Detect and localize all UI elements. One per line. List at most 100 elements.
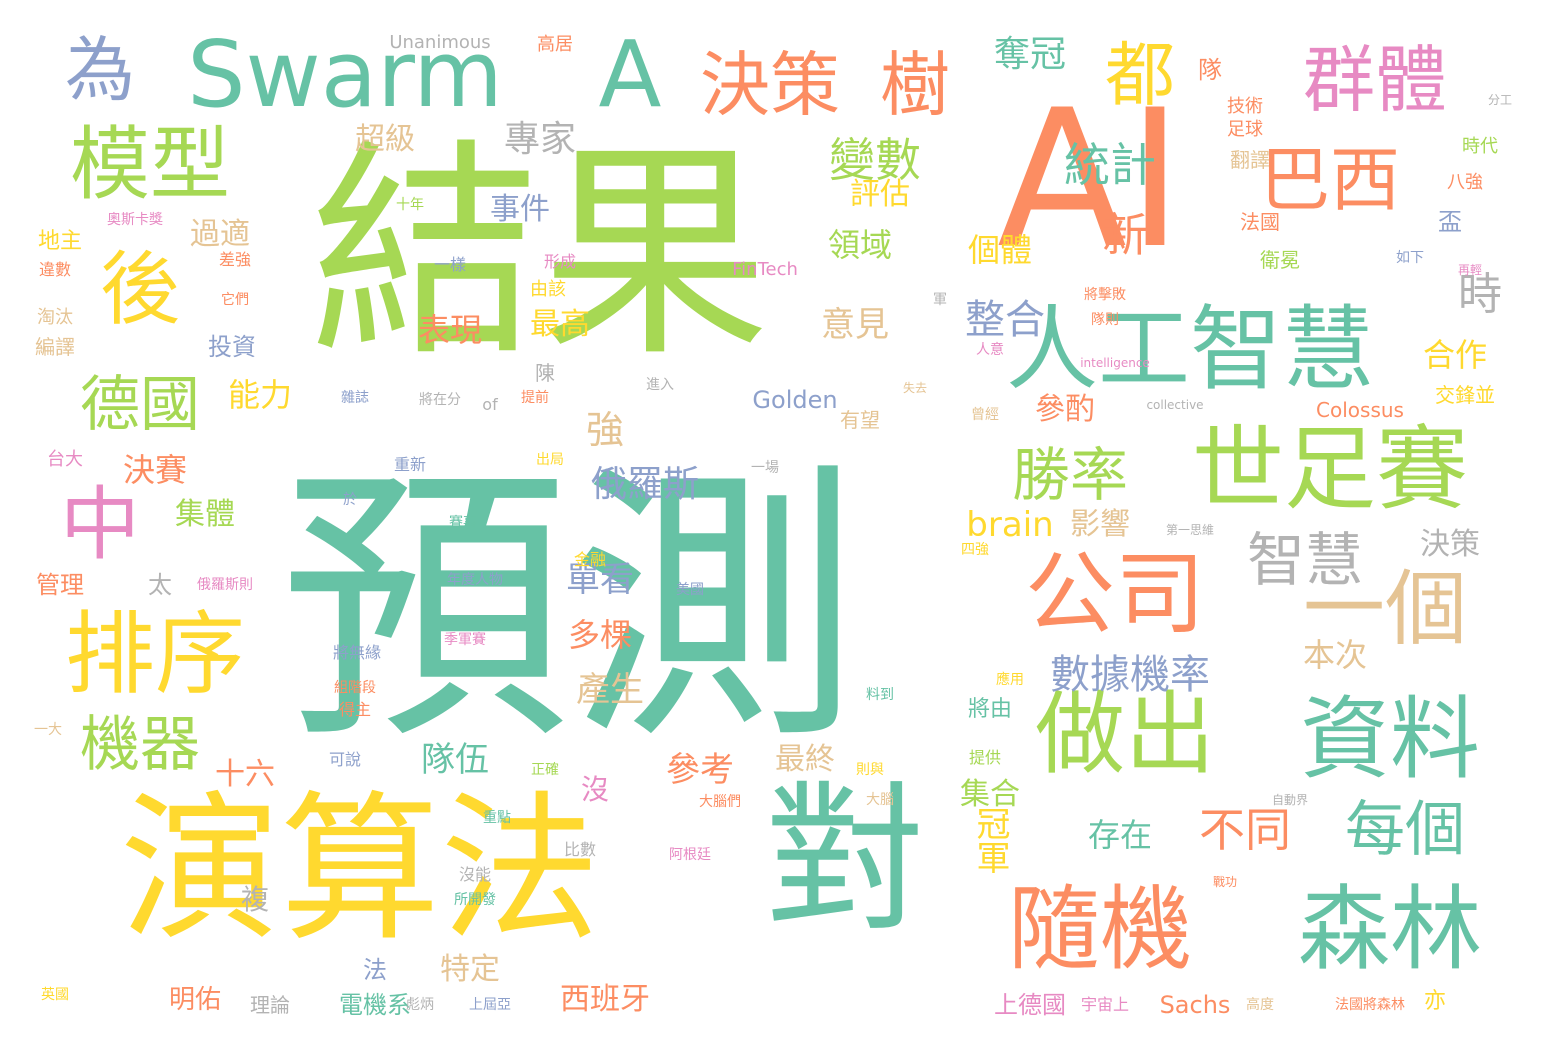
cloud-word: 特定 <box>440 952 500 987</box>
cloud-word: of <box>482 395 498 414</box>
cloud-word: 決策 <box>1420 527 1480 562</box>
cloud-word: 森林 <box>1297 876 1483 983</box>
cloud-word: 法 <box>363 956 387 984</box>
cloud-word: 變數 <box>829 133 921 187</box>
cloud-word: 技術 <box>1227 96 1263 117</box>
cloud-word: 高居 <box>537 34 573 55</box>
cloud-word: 賽事 <box>449 515 477 531</box>
cloud-word: 公司 <box>1025 542 1205 647</box>
cloud-word: collective <box>1146 398 1204 412</box>
cloud-word: 將在分 <box>419 392 461 408</box>
cloud-word: 將由 <box>967 697 1013 722</box>
cloud-word: 合作 <box>1422 336 1488 374</box>
cloud-word: 隊則 <box>1091 312 1119 328</box>
cloud-word: 足球 <box>1227 119 1263 140</box>
cloud-word: 勝率 <box>1011 441 1129 509</box>
cloud-word: 大腦 <box>866 792 894 808</box>
cloud-word: 統計 <box>1064 138 1156 192</box>
cloud-word: 它們 <box>221 292 249 308</box>
cloud-word: Unanimous <box>389 32 491 53</box>
cloud-word: 提前 <box>521 390 549 406</box>
cloud-word: 如下 <box>1396 250 1424 266</box>
cloud-word: 隊 <box>1198 56 1222 84</box>
cloud-word: 十六 <box>215 757 275 792</box>
cloud-word: brain <box>966 505 1054 545</box>
cloud-word: 有望 <box>840 408 880 432</box>
cloud-word: 最終 <box>775 742 835 777</box>
cloud-word: 複 <box>240 883 270 916</box>
cloud-word: 人意 <box>976 342 1004 358</box>
cloud-word: 英國 <box>41 987 69 1003</box>
cloud-word: 正確 <box>531 762 559 778</box>
cloud-word: 明佑 <box>168 985 222 1015</box>
cloud-word: Golden <box>752 386 838 414</box>
cloud-word: 本次 <box>1302 636 1368 674</box>
cloud-word: 智慧 <box>1246 526 1364 594</box>
cloud-word: 地主 <box>37 229 83 254</box>
cloud-word: 盃 <box>1438 208 1462 236</box>
cloud-word: 一樣 <box>433 255 467 274</box>
cloud-word: 曾經 <box>971 407 999 423</box>
cloud-word: AI <box>996 69 1184 290</box>
cloud-word: 第一思維 <box>1165 523 1215 537</box>
cloud-word: 巴西 <box>1260 139 1400 221</box>
cloud-word: 電機系 <box>339 991 411 1019</box>
cloud-word: 德國 <box>80 370 200 440</box>
cloud-word: 決賽 <box>122 451 188 489</box>
cloud-word: 俄羅斯 <box>590 464 700 505</box>
cloud-word: 世足賽 <box>1191 416 1469 523</box>
cloud-word: 大腦們 <box>699 794 741 810</box>
cloud-word: 違數 <box>38 260 72 279</box>
cloud-word: 沒 <box>580 773 610 806</box>
cloud-word: 單看 <box>566 560 634 600</box>
cloud-word: 個體 <box>967 231 1033 269</box>
cloud-word: 影響 <box>1070 507 1130 542</box>
cloud-word: 形成 <box>543 252 577 271</box>
cloud-word: 料到 <box>866 687 894 703</box>
cloud-word: 上屆亞 <box>469 997 511 1013</box>
cloud-word: 軍 <box>933 292 947 308</box>
cloud-word: 自動界 <box>1271 793 1309 807</box>
cloud-word: 每個 <box>1345 795 1465 865</box>
cloud-word: 組階段 <box>334 680 376 696</box>
cloud-word: 則與 <box>856 762 884 778</box>
cloud-word: 將擊敗 <box>1084 287 1126 303</box>
cloud-word: 冠軍 <box>970 806 1010 874</box>
cloud-word: 超級 <box>355 122 415 157</box>
cloud-word: 領域 <box>827 226 893 264</box>
cloud-word: 比數 <box>563 840 597 859</box>
cloud-word: 宇宙上 <box>1080 995 1130 1014</box>
cloud-word: 彪炳 <box>406 997 434 1013</box>
cloud-word: 失去 <box>902 381 928 395</box>
cloud-word: 戰功 <box>1212 875 1238 889</box>
cloud-word: 沒能 <box>458 865 492 884</box>
cloud-word: 淘汰 <box>37 307 73 328</box>
cloud-word: 將無緣 <box>332 643 382 662</box>
cloud-word: 進入 <box>646 377 674 393</box>
cloud-word: 一場 <box>751 460 779 476</box>
cloud-word: 八強 <box>1447 172 1483 193</box>
cloud-word: 雜誌 <box>341 390 369 406</box>
cloud-word: 由該 <box>530 279 566 300</box>
cloud-word: 為 <box>65 29 135 111</box>
cloud-word: 意見 <box>821 305 889 345</box>
cloud-word: 存在 <box>1087 816 1153 854</box>
cloud-word: 強 <box>585 408 625 452</box>
cloud-word: 預測 <box>280 441 860 778</box>
cloud-word: 人工智慧 <box>1005 296 1375 403</box>
cloud-word: 演算法 <box>119 776 601 963</box>
cloud-word: 重點 <box>483 810 511 826</box>
cloud-word: 評估 <box>850 177 910 212</box>
cloud-word: 季軍賽 <box>444 632 486 648</box>
cloud-word: 陳 <box>535 361 555 385</box>
cloud-word: Swarm <box>187 21 503 128</box>
cloud-word: 重新 <box>393 455 427 474</box>
cloud-word: 可說 <box>328 750 362 769</box>
cloud-word: 樹 <box>880 44 950 126</box>
cloud-word: 做出 <box>1035 682 1215 787</box>
cloud-word: 得主 <box>338 700 372 719</box>
cloud-word: A <box>598 21 662 128</box>
cloud-word: 台大 <box>47 449 83 470</box>
cloud-word: 奪冠 <box>993 34 1067 75</box>
cloud-word: 再輕 <box>1457 263 1483 277</box>
